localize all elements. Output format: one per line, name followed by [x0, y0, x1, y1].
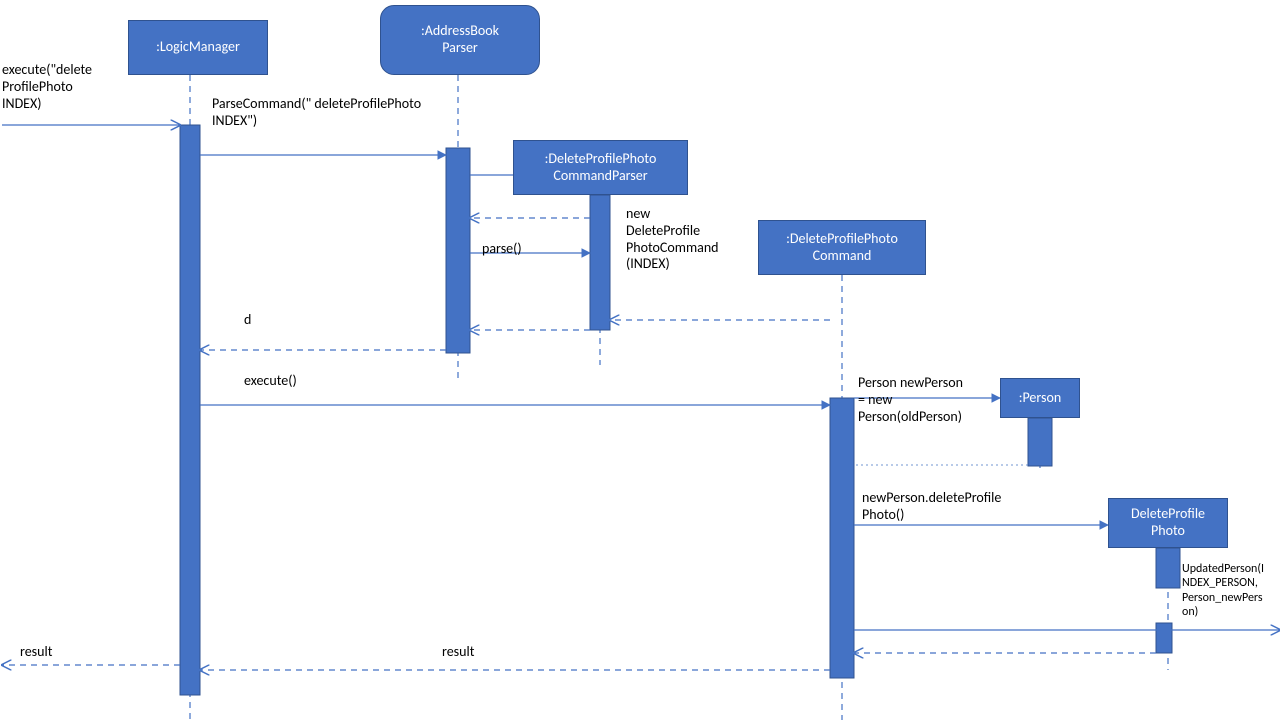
message-label: result	[20, 644, 100, 661]
message-label: d	[244, 312, 284, 329]
message-label: parse()	[482, 241, 562, 258]
lifeline-head-parser: :AddressBook Parser	[380, 5, 540, 75]
lifeline-head-cmd: :DeleteProfilePhoto Command	[758, 220, 926, 275]
message-label: UpdatedPerson(I NDEX_PERSON, Person_newP…	[1182, 562, 1280, 620]
lifeline-head-person: :Person	[1000, 378, 1080, 418]
message-label: new DeleteProfile PhotoCommand (INDEX)	[626, 206, 756, 273]
message-label: Person newPerson = new Person(oldPerson)	[858, 375, 1008, 425]
lifeline-head-dpp: DeleteProfile Photo	[1108, 498, 1228, 548]
message-label: newPerson.deleteProfile Photo()	[862, 490, 1062, 524]
message-label: result	[442, 644, 522, 661]
lifeline-head-dcp: :DeleteProfilePhoto CommandParser	[513, 140, 688, 195]
message-label: execute()	[244, 373, 344, 390]
lifeline-head-logic: :LogicManager	[128, 20, 268, 75]
message-label: ParseCommand(" deleteProfilePhoto INDEX"…	[212, 96, 472, 130]
message-label: execute("delete ProfilePhoto INDEX)	[2, 62, 120, 112]
